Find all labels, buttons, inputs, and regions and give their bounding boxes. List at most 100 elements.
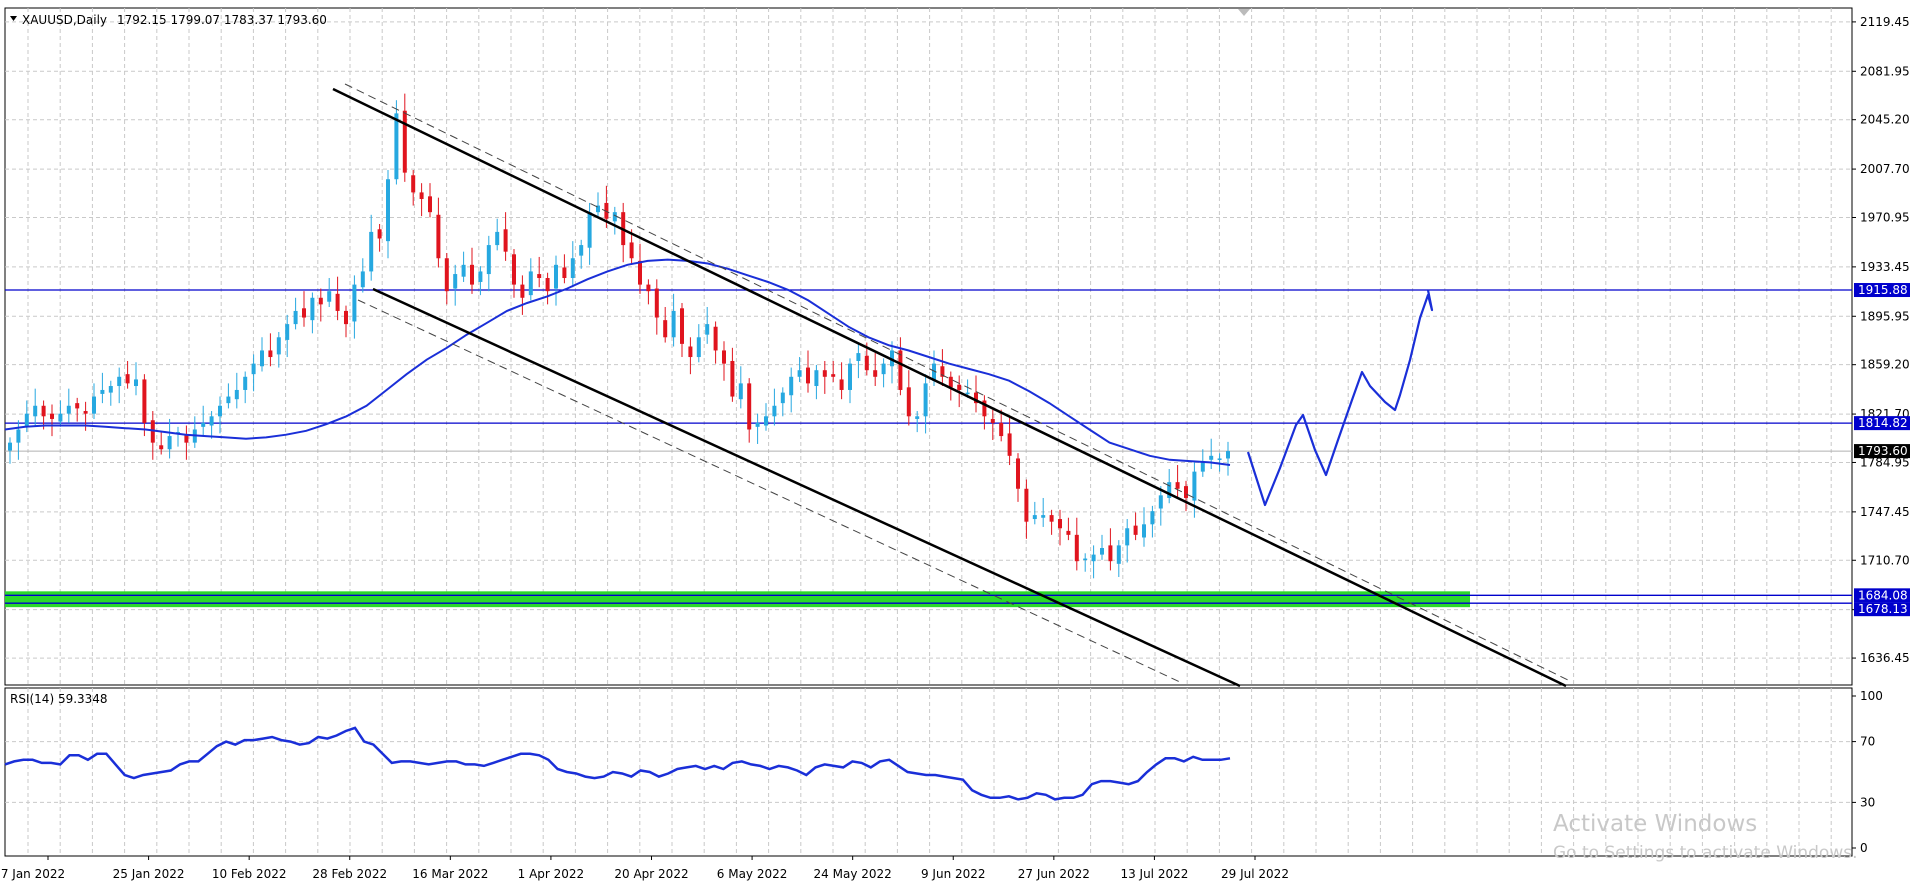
candle-body[interactable]: [537, 274, 542, 279]
candle-body[interactable]: [1142, 524, 1146, 538]
candle-body[interactable]: [50, 413, 54, 419]
candle-body[interactable]: [117, 376, 122, 387]
candle-body[interactable]: [1167, 482, 1172, 498]
candle-body[interactable]: [898, 350, 903, 390]
candle-body[interactable]: [453, 274, 458, 289]
candle-body[interactable]: [167, 436, 172, 450]
candle-body[interactable]: [310, 297, 315, 321]
candle-body[interactable]: [856, 353, 861, 361]
candle-body[interactable]: [100, 389, 105, 394]
dropdown-triangle-icon[interactable]: [10, 16, 17, 21]
candle-body[interactable]: [906, 387, 911, 417]
candle-body[interactable]: [1226, 451, 1230, 459]
candle-body[interactable]: [722, 350, 726, 364]
candle-body[interactable]: [394, 113, 399, 180]
candle-body[interactable]: [747, 383, 752, 430]
candle-body[interactable]: [243, 376, 248, 390]
candle-body[interactable]: [260, 350, 264, 367]
candle-body[interactable]: [881, 363, 886, 375]
candle-body[interactable]: [33, 405, 38, 417]
candle-body[interactable]: [772, 405, 777, 417]
channel-lower-line[interactable]: [372, 287, 1241, 688]
candle-body[interactable]: [814, 370, 819, 387]
candle-body[interactable]: [1032, 515, 1037, 520]
candle-body[interactable]: [352, 284, 357, 322]
candle-body[interactable]: [1125, 528, 1130, 546]
candle-body[interactable]: [218, 405, 222, 417]
candle-body[interactable]: [58, 413, 63, 422]
candle-body[interactable]: [570, 258, 575, 279]
candle-body[interactable]: [1192, 471, 1197, 501]
candle-body[interactable]: [285, 324, 290, 340]
candle-body[interactable]: [848, 363, 852, 390]
candle-body[interactable]: [8, 442, 12, 451]
candle-body[interactable]: [1083, 558, 1088, 561]
candle-body[interactable]: [344, 310, 348, 325]
candle-body[interactable]: [982, 400, 987, 417]
candle-body[interactable]: [276, 337, 281, 355]
candle-body[interactable]: [965, 392, 970, 395]
candle-body[interactable]: [184, 434, 189, 443]
projection-path[interactable]: [1246, 289, 1434, 507]
candle-body[interactable]: [974, 392, 978, 404]
candle-body[interactable]: [234, 389, 239, 400]
candle-body[interactable]: [789, 376, 794, 396]
candle-body[interactable]: [1217, 458, 1222, 460]
candle-body[interactable]: [806, 367, 810, 384]
candle-body[interactable]: [587, 212, 592, 248]
candle-body[interactable]: [831, 374, 836, 377]
candle-body[interactable]: [436, 214, 441, 259]
candle-body[interactable]: [646, 284, 651, 292]
candle-body[interactable]: [923, 383, 928, 417]
candle-body[interactable]: [411, 175, 416, 193]
candle-body[interactable]: [713, 326, 718, 351]
candle-body[interactable]: [940, 366, 945, 377]
candle-body[interactable]: [226, 396, 231, 404]
candle-body[interactable]: [209, 416, 214, 426]
candle-body[interactable]: [730, 360, 735, 397]
candle-body[interactable]: [1133, 525, 1138, 535]
candle-body[interactable]: [92, 396, 96, 414]
candle-body[interactable]: [1150, 511, 1155, 525]
candle-body[interactable]: [293, 310, 298, 325]
candle-body[interactable]: [503, 229, 508, 252]
candle-body[interactable]: [948, 376, 953, 388]
candle-body[interactable]: [1024, 488, 1029, 522]
candle-body[interactable]: [797, 370, 802, 377]
candle-body[interactable]: [16, 429, 21, 443]
candle-body[interactable]: [428, 196, 432, 213]
candle-body[interactable]: [495, 231, 500, 246]
candle-body[interactable]: [738, 383, 743, 400]
candle-body[interactable]: [1066, 530, 1071, 535]
candle-body[interactable]: [24, 413, 29, 427]
candle-body[interactable]: [612, 212, 617, 222]
candle-body[interactable]: [461, 264, 466, 277]
candle-body[interactable]: [1049, 515, 1054, 522]
candle-body[interactable]: [688, 346, 693, 358]
candle-body[interactable]: [579, 245, 584, 256]
channel-upper-line[interactable]: [332, 87, 1567, 688]
candle-body[interactable]: [1108, 545, 1113, 562]
candle-body[interactable]: [1116, 545, 1121, 564]
candle-body[interactable]: [864, 355, 869, 371]
candle-body[interactable]: [1091, 554, 1096, 562]
candle-body[interactable]: [654, 288, 659, 318]
candle-body[interactable]: [402, 110, 407, 173]
candle-body[interactable]: [839, 379, 844, 390]
candle-body[interactable]: [554, 264, 558, 289]
candle-body[interactable]: [822, 370, 827, 377]
candle-body[interactable]: [83, 411, 88, 414]
candle-body[interactable]: [873, 370, 878, 377]
candle-body[interactable]: [596, 205, 600, 213]
candle-body[interactable]: [108, 386, 113, 393]
candle-body[interactable]: [134, 379, 138, 387]
candle-body[interactable]: [478, 271, 483, 282]
candle-body[interactable]: [1184, 486, 1188, 498]
candle-body[interactable]: [528, 271, 533, 296]
candle-body[interactable]: [470, 264, 474, 285]
candle-body[interactable]: [696, 337, 701, 358]
candle-body[interactable]: [360, 271, 365, 288]
candle-body[interactable]: [932, 363, 936, 381]
candle-body[interactable]: [1200, 462, 1205, 472]
candle-body[interactable]: [1209, 455, 1214, 460]
